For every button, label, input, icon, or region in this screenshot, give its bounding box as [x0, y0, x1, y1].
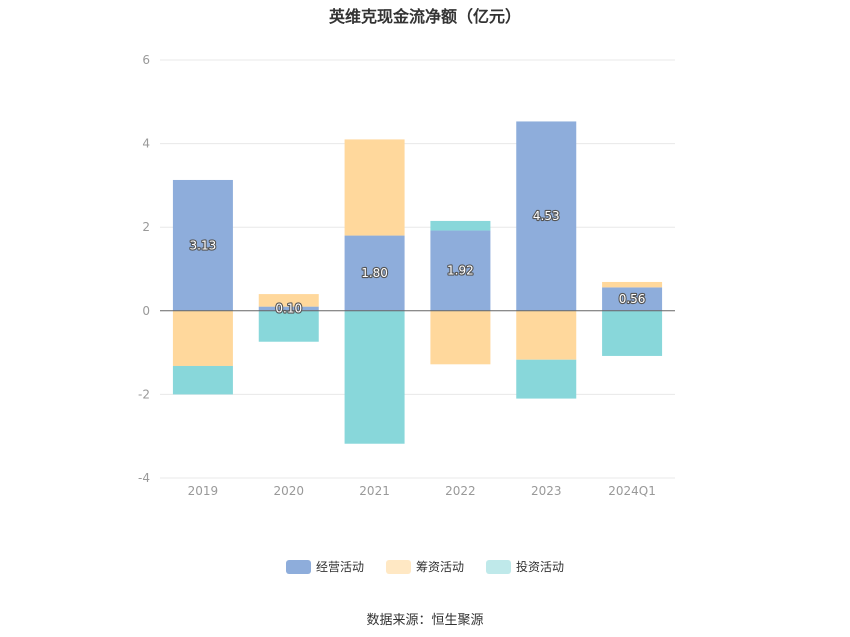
- legend-swatch-investing: [486, 559, 511, 574]
- bar-operating-2024q1[interactable]: [602, 287, 663, 311]
- bar-investing-2019[interactable]: [172, 365, 233, 395]
- bar-operating-2021[interactable]: [344, 235, 405, 311]
- y-tick-label: 4: [142, 137, 150, 151]
- y-tick-label: -4: [138, 471, 150, 485]
- legend-swatch-financing: [385, 559, 411, 574]
- data-label-2022: 1.92: [447, 264, 474, 278]
- x-tick-label-2020: 2020: [273, 484, 304, 498]
- bar-financing-2023[interactable]: [516, 310, 577, 360]
- bar-investing-2024q1[interactable]: [602, 310, 663, 356]
- bar-financing-2021[interactable]: [344, 139, 405, 236]
- x-tick-label-2019: 2019: [188, 484, 219, 498]
- chart-title: 英维克现金流净额（亿元）: [328, 7, 521, 26]
- data-label-2020: 0.10: [275, 302, 302, 316]
- legend-label-financing: 筹资活动: [415, 560, 464, 574]
- x-tick-label-2021: 2021: [359, 484, 390, 498]
- data-labels: 3.13 0.10 1.80 1.92 4.53 0.56: [188, 208, 646, 317]
- y-tick-label: -2: [138, 387, 150, 401]
- legend: 经营活动 筹资活动 投资活动: [0, 558, 850, 575]
- legend-label-operating: 经营活动: [315, 560, 364, 574]
- legend-item-financing[interactable]: 筹资活动: [385, 558, 464, 575]
- data-label-2021: 1.80: [361, 266, 388, 280]
- y-tick-label: 2: [142, 220, 150, 234]
- legend-item-investing[interactable]: 投资活动: [486, 558, 564, 575]
- legend-label-investing: 投资活动: [516, 560, 565, 574]
- legend-swatch-operating: [285, 559, 311, 574]
- bar-operating-2020[interactable]: [258, 306, 319, 311]
- data-source: 数据来源：恒生聚源: [366, 613, 484, 628]
- bar-operating-2019[interactable]: [172, 179, 233, 311]
- x-axis-ticks: 2019 2020 2021 2022 2023 2024Q1: [188, 484, 656, 498]
- y-tick-label: 0: [142, 304, 150, 318]
- bar-financing-2019[interactable]: [172, 310, 233, 366]
- x-tick-label-2024q1: 2024Q1: [608, 484, 656, 498]
- legend-item-operating[interactable]: 经营活动: [285, 558, 364, 575]
- bar-operating-2023[interactable]: [516, 121, 577, 311]
- data-label-2024q1: 0.56: [619, 292, 646, 306]
- bar-financing-2024q1[interactable]: [602, 281, 663, 288]
- data-label-2023: 4.53: [533, 209, 560, 223]
- x-tick-label-2023: 2023: [531, 484, 562, 498]
- y-tick-label: 6: [142, 53, 150, 67]
- bar-financing-2022[interactable]: [430, 310, 491, 365]
- x-tick-label-2022: 2022: [445, 484, 476, 498]
- bar-investing-2022[interactable]: [430, 220, 491, 231]
- data-label-2019: 3.13: [190, 238, 217, 252]
- y-axis-ticks: -4 -2 0 2 4 6: [138, 53, 150, 485]
- bar-financing-2020[interactable]: [258, 294, 319, 307]
- bar-operating-2022[interactable]: [430, 230, 491, 311]
- bar-investing-2020[interactable]: [258, 310, 319, 342]
- bars: [172, 121, 663, 444]
- bar-investing-2023[interactable]: [516, 359, 577, 399]
- bar-investing-2021[interactable]: [344, 310, 405, 444]
- grid-lines: [160, 59, 675, 479]
